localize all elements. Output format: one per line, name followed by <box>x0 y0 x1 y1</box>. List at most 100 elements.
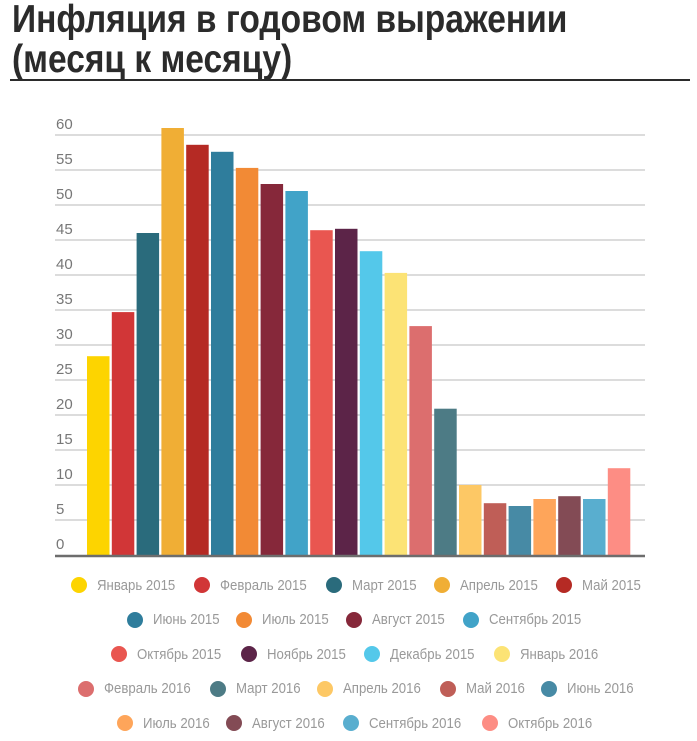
legend-swatch <box>126 611 143 628</box>
legend-item: Август 2015 <box>346 611 445 628</box>
bar <box>359 251 383 555</box>
legend-swatch <box>433 577 450 594</box>
chart-title: Инфляция в годовом выражении (месяц к ме… <box>12 0 567 80</box>
legend-label: Апрель 2016 <box>343 680 422 698</box>
legend-swatch <box>556 577 573 594</box>
legend-row: Июль 2016 Август 2016 Сентябрь 2016 Октябрь… <box>20 706 690 741</box>
legend-label: Февраль 2016 <box>103 680 191 698</box>
legend-label: Февраль 2015 <box>219 576 307 594</box>
legend-swatch <box>236 611 253 628</box>
legend-swatch <box>481 715 498 732</box>
legend-item: Февраль 2016 <box>77 680 193 698</box>
legend-item: Октябрь 2016 <box>481 714 594 732</box>
bar <box>583 499 606 555</box>
legend-item: Апрель 2016 <box>317 680 421 697</box>
legend-swatch <box>110 646 127 663</box>
legend-label: Май 2016 <box>465 680 525 698</box>
bar <box>235 167 259 555</box>
legend-item: Август 2016 <box>226 715 325 732</box>
legend-swatch <box>346 611 363 628</box>
bar <box>310 230 333 555</box>
y-tick-label: 30 <box>56 326 73 343</box>
legend-label: Июнь 2015 <box>152 611 220 629</box>
legend-label: Май 2015 <box>582 576 642 594</box>
bar <box>186 144 209 556</box>
legend-item: Апрель 2015 <box>433 576 538 594</box>
y-tick-label: 25 <box>56 361 73 378</box>
legend-label: Июль 2015 <box>262 611 329 629</box>
y-tick-label: 50 <box>56 186 73 203</box>
y-tick-label: 40 <box>56 256 73 273</box>
bar <box>434 408 457 555</box>
legend-swatch <box>193 577 210 594</box>
legend-row: Октябрь 2015 Ноябрь 2015 Декабрь 2015 Январ… <box>20 637 690 672</box>
legend-item: Июль 2016 <box>116 714 210 732</box>
legend-label: Октябрь 2015 <box>136 645 222 663</box>
legend-label: Сентябрь 2016 <box>369 714 462 732</box>
bar <box>409 326 432 555</box>
legend-swatch <box>226 715 243 732</box>
legend-swatch <box>77 680 94 697</box>
y-tick-label: 55 <box>56 151 73 168</box>
y-tick-label: 20 <box>56 396 73 413</box>
bar <box>335 228 358 556</box>
y-tick-label: 60 <box>56 116 73 133</box>
legend-swatch <box>240 646 257 663</box>
bar <box>483 503 507 555</box>
legend-item: Июль 2015 <box>236 611 329 629</box>
legend-label: Январь 2016 <box>520 645 599 663</box>
bar <box>558 496 581 555</box>
legend-label: Октябрь 2016 <box>507 714 592 732</box>
chart-title-line2: (месяц к месяцу) <box>12 38 293 81</box>
legend-swatch <box>343 715 360 732</box>
legend-label: Сентябрь 2015 <box>488 611 581 629</box>
legend-row: Январь 2015 Февраль 2015 Март 2015 Апрель 2… <box>20 568 690 603</box>
legend-row: Июнь 2015 Июль 2015 Август 2015 Сентябрь 20… <box>20 603 690 638</box>
legend-swatch <box>540 680 557 697</box>
y-tick-label: 10 <box>56 466 73 483</box>
legend-label: Март 2015 <box>352 576 417 594</box>
legend-swatch <box>364 646 381 663</box>
bar <box>111 312 135 555</box>
legend-item: Сентябрь 2015 <box>462 611 584 629</box>
legend-item: Декабрь 2015 <box>364 646 476 663</box>
legend-item: Январь 2015 <box>70 576 176 594</box>
legend-item: Май 2015 <box>556 576 642 594</box>
legend-label: Январь 2015 <box>96 576 176 594</box>
legend-swatch <box>439 680 456 697</box>
bar <box>533 499 556 555</box>
legend-label: Ноябрь 2015 <box>266 645 346 663</box>
bar-chart: 0 5 10 15 20 25 30 35 40 45 50 55 60 <box>55 116 645 558</box>
chart-legend: Январь 2015 Февраль 2015 Март 2015 Апрель 2… <box>20 568 690 741</box>
legend-item: Февраль 2015 <box>193 576 309 594</box>
legend-label: Июнь 2016 <box>566 680 634 698</box>
bar <box>161 128 184 555</box>
legend-label: Март 2016 <box>236 680 301 698</box>
bar <box>508 506 532 555</box>
legend-swatch <box>494 646 511 663</box>
bar <box>87 356 110 555</box>
legend-item: Июнь 2015 <box>126 611 220 629</box>
legend-swatch <box>317 680 334 697</box>
legend-swatch <box>70 577 87 594</box>
y-tick-label: 5 <box>56 501 64 518</box>
chart-title-line1: Инфляция в годовом выражении <box>12 0 568 41</box>
y-tick-label: 15 <box>56 431 73 448</box>
legend-label: Август 2015 <box>372 611 445 629</box>
legend-item: Сентябрь 2016 <box>343 715 464 732</box>
legend-label: Июль 2016 <box>142 714 210 732</box>
y-tick-label: 35 <box>56 291 73 308</box>
legend-swatch <box>462 611 479 628</box>
bar <box>211 151 234 556</box>
bar <box>384 272 408 555</box>
legend-swatch <box>116 715 133 732</box>
legend-swatch <box>326 577 343 594</box>
legend-label: Август 2016 <box>252 714 326 732</box>
legend-item: Январь 2016 <box>494 646 599 663</box>
legend-label: Апрель 2015 <box>459 576 538 594</box>
legend-item: Июнь 2016 <box>540 680 634 698</box>
legend-label: Декабрь 2015 <box>390 645 475 663</box>
y-tick-label: 0 <box>56 536 64 553</box>
legend-item: Май 2016 <box>439 680 525 698</box>
legend-swatch <box>210 680 227 697</box>
